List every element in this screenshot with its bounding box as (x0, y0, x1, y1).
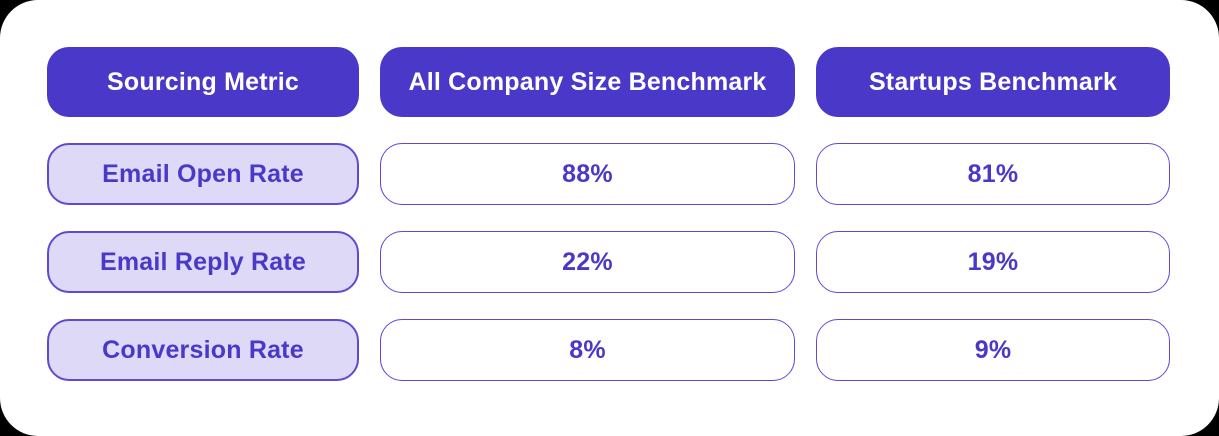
value-cell-startups-email-open-rate: 81% (816, 143, 1170, 205)
header-sourcing-metric: Sourcing Metric (47, 47, 359, 117)
metric-cell-email-reply-rate: Email Reply Rate (47, 231, 359, 293)
metric-cell-conversion-rate: Conversion Rate (47, 319, 359, 381)
value-cell-startups-email-reply-rate: 19% (816, 231, 1170, 293)
value-cell-all-company-email-open-rate: 88% (380, 143, 795, 205)
header-all-company-benchmark: All Company Size Benchmark (380, 47, 795, 117)
value-cell-all-company-email-reply-rate: 22% (380, 231, 795, 293)
value-cell-all-company-conversion-rate: 8% (380, 319, 795, 381)
metric-cell-email-open-rate: Email Open Rate (47, 143, 359, 205)
value-cell-startups-conversion-rate: 9% (816, 319, 1170, 381)
header-startups-benchmark: Startups Benchmark (816, 47, 1170, 117)
